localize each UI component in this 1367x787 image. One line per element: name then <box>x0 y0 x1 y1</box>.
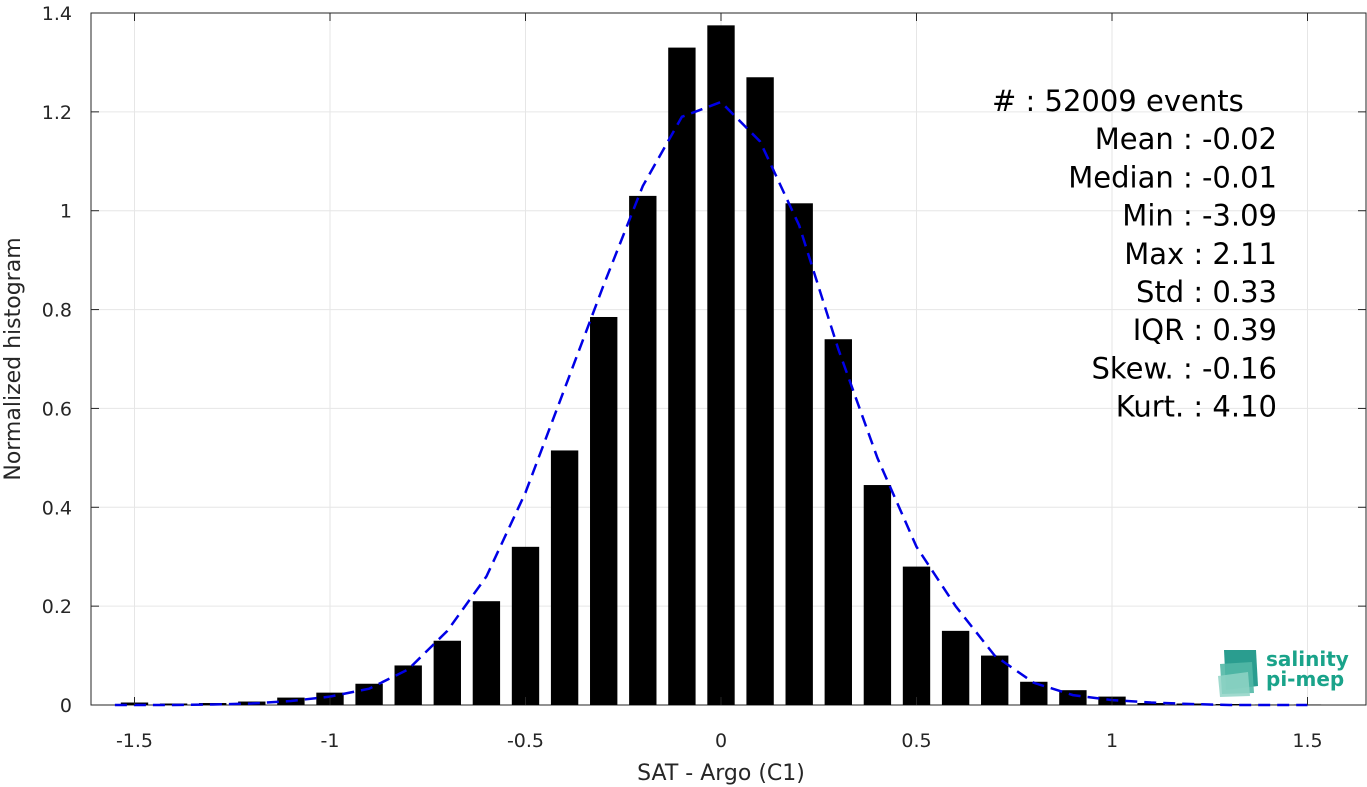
x-tick-label: 0.5 <box>901 730 931 752</box>
stat-line: Max : 2.11 <box>1124 237 1277 271</box>
stat-line: # : 52009 events <box>992 84 1244 118</box>
histogram-bar <box>785 203 813 706</box>
stat-line: Mean : -0.02 <box>1095 122 1277 156</box>
stat-line: Median : -0.01 <box>1068 160 1277 194</box>
histogram-bar <box>629 195 657 705</box>
stat-line: Std : 0.33 <box>1136 275 1277 309</box>
y-tick-label: 0.4 <box>42 497 72 519</box>
y-tick-labels: 0 0.2 0.4 0.6 0.8 1 1.2 1.4 <box>42 3 72 717</box>
x-axis-label: SAT - Argo (C1) <box>637 761 805 786</box>
histogram-bar <box>941 630 970 705</box>
histogram-bar <box>1137 703 1165 705</box>
histogram-bar <box>355 683 383 705</box>
stat-line: IQR : 0.39 <box>1133 313 1277 347</box>
logo-line2: pi-mep <box>1266 667 1344 691</box>
y-tick-label: 0.8 <box>42 300 72 322</box>
x-tick-labels: -1.5 -1 -0.5 0 0.5 1 1.5 <box>116 730 1323 752</box>
logo-line1: salinity <box>1266 647 1349 671</box>
histogram-bar <box>394 665 422 705</box>
y-tick-label: 0.2 <box>42 596 72 618</box>
histogram-bar <box>472 601 501 705</box>
stat-line: Min : -3.09 <box>1122 199 1277 233</box>
histogram-bar <box>590 316 618 705</box>
y-tick-label: 1.2 <box>42 102 72 124</box>
stat-line: Skew. : -0.16 <box>1091 351 1277 385</box>
histogram-bar <box>668 47 696 706</box>
y-axis-label: Normalized histogram <box>1 237 26 480</box>
histogram-bar <box>707 25 735 706</box>
x-tick-label: 0 <box>715 730 727 752</box>
y-tick-label: 1.4 <box>42 3 72 25</box>
histogram-bar <box>746 77 774 705</box>
histogram-bar <box>550 450 579 705</box>
x-tick-label: 1 <box>1106 730 1118 752</box>
histogram-bar <box>1020 681 1048 705</box>
stats-panel: # : 52009 events Mean : -0.02 Median : -0.… <box>992 84 1277 424</box>
x-tick-label: -0.5 <box>507 730 544 752</box>
histogram-bar <box>824 339 852 705</box>
histogram-bar <box>433 640 461 705</box>
salinity-pimep-logo: salinity pi-mep <box>1218 647 1349 697</box>
histogram-bar <box>863 485 892 705</box>
x-tick-label: 1.5 <box>1292 730 1322 752</box>
bar-series <box>120 25 1322 706</box>
axis-ticks <box>91 12 1366 706</box>
y-tick-label: 0.6 <box>42 398 72 420</box>
y-tick-label: 0 <box>60 695 72 717</box>
histogram-bar <box>1059 690 1087 705</box>
y-tick-label: 1 <box>60 201 72 223</box>
histogram-bar <box>511 546 540 705</box>
x-tick-label: -1.5 <box>116 730 153 752</box>
wave-logo-icon <box>1218 650 1258 697</box>
x-tick-label: -1 <box>321 730 340 752</box>
stat-line: Kurt. : 4.10 <box>1116 390 1277 424</box>
histogram-bar <box>981 655 1009 705</box>
histogram-bar <box>902 566 931 705</box>
